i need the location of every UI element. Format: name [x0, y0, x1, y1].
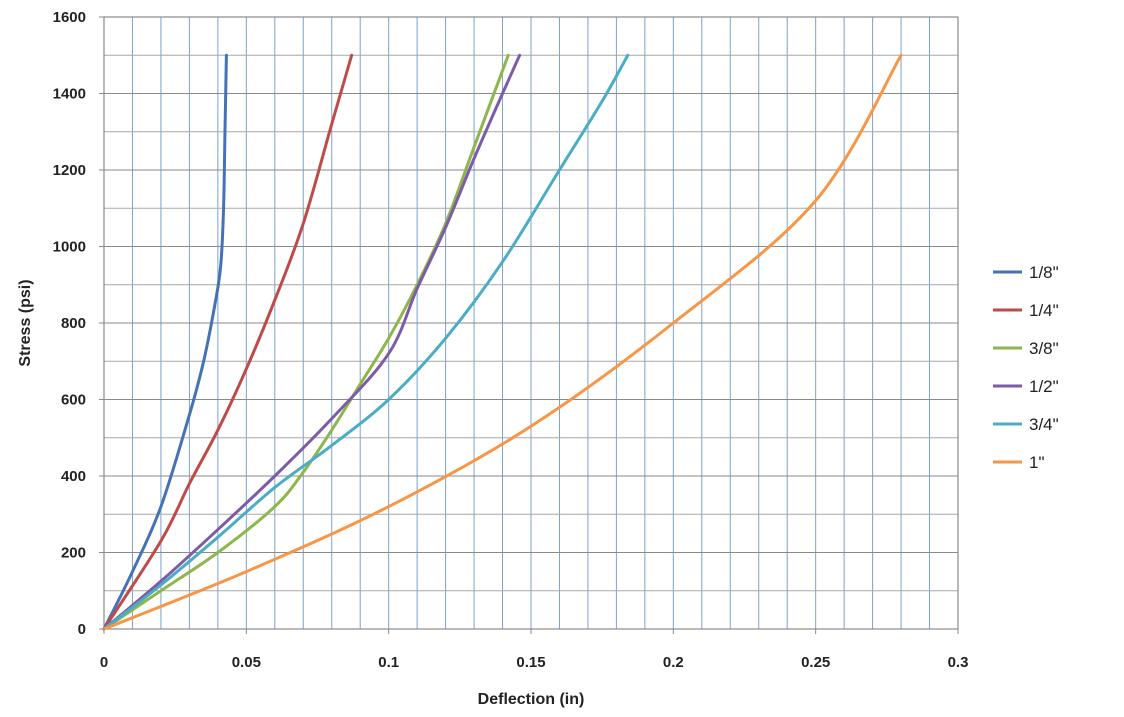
x-tick-label: 0.15 — [516, 654, 545, 671]
y-tick-label: 0 — [78, 621, 86, 638]
series-line-3-8in — [102, 53, 510, 631]
x-tick-label: 0.25 — [801, 654, 830, 671]
x-tick-label: 0.3 — [948, 654, 969, 671]
y-tick-label: 400 — [61, 468, 86, 485]
series-line-1in — [102, 53, 903, 631]
legend-label-1in: 1" — [1029, 453, 1045, 472]
series-line-3-4in — [102, 53, 630, 631]
y-tick-label: 200 — [61, 545, 86, 562]
y-tick-label: 1200 — [53, 162, 86, 179]
legend-label-3-4in: 3/4" — [1029, 415, 1059, 434]
legend-label-1-2in: 1/2" — [1029, 377, 1059, 396]
plot-area — [102, 16, 959, 631]
legend-label-1-8in: 1/8" — [1029, 263, 1059, 282]
x-tick-label: 0 — [100, 654, 108, 671]
y-tick-label: 600 — [61, 392, 86, 409]
y-tick-label: 1600 — [53, 9, 86, 26]
x-axis-title: Deflection (in) — [478, 691, 585, 708]
x-tick-label: 0.05 — [232, 654, 261, 671]
y-tick-label: 1400 — [53, 86, 86, 103]
legend: 1/8" 1/4" 3/8" 1/2" 3/4" 1" — [993, 263, 1059, 472]
series-lines — [102, 53, 903, 631]
y-tick-label: 800 — [61, 315, 86, 332]
y-axis-ticks: 0 200 400 600 800 1000 1200 1400 1600 — [53, 9, 104, 638]
y-tick-label: 1000 — [53, 239, 86, 256]
series-line-1-2in — [102, 53, 522, 631]
series-line-1-4in — [102, 53, 354, 631]
x-axis-ticks: 0 0.05 0.1 0.15 0.2 0.25 0.3 — [100, 629, 969, 671]
legend-label-1-4in: 1/4" — [1029, 301, 1059, 320]
x-tick-label: 0.1 — [378, 654, 399, 671]
y-axis-title: Stress (psi) — [17, 279, 34, 366]
major-gridlines — [104, 54, 958, 592]
x-tick-label: 0.2 — [663, 654, 684, 671]
legend-label-3-8in: 3/8" — [1029, 339, 1059, 358]
series-line-1-8in — [102, 53, 228, 631]
